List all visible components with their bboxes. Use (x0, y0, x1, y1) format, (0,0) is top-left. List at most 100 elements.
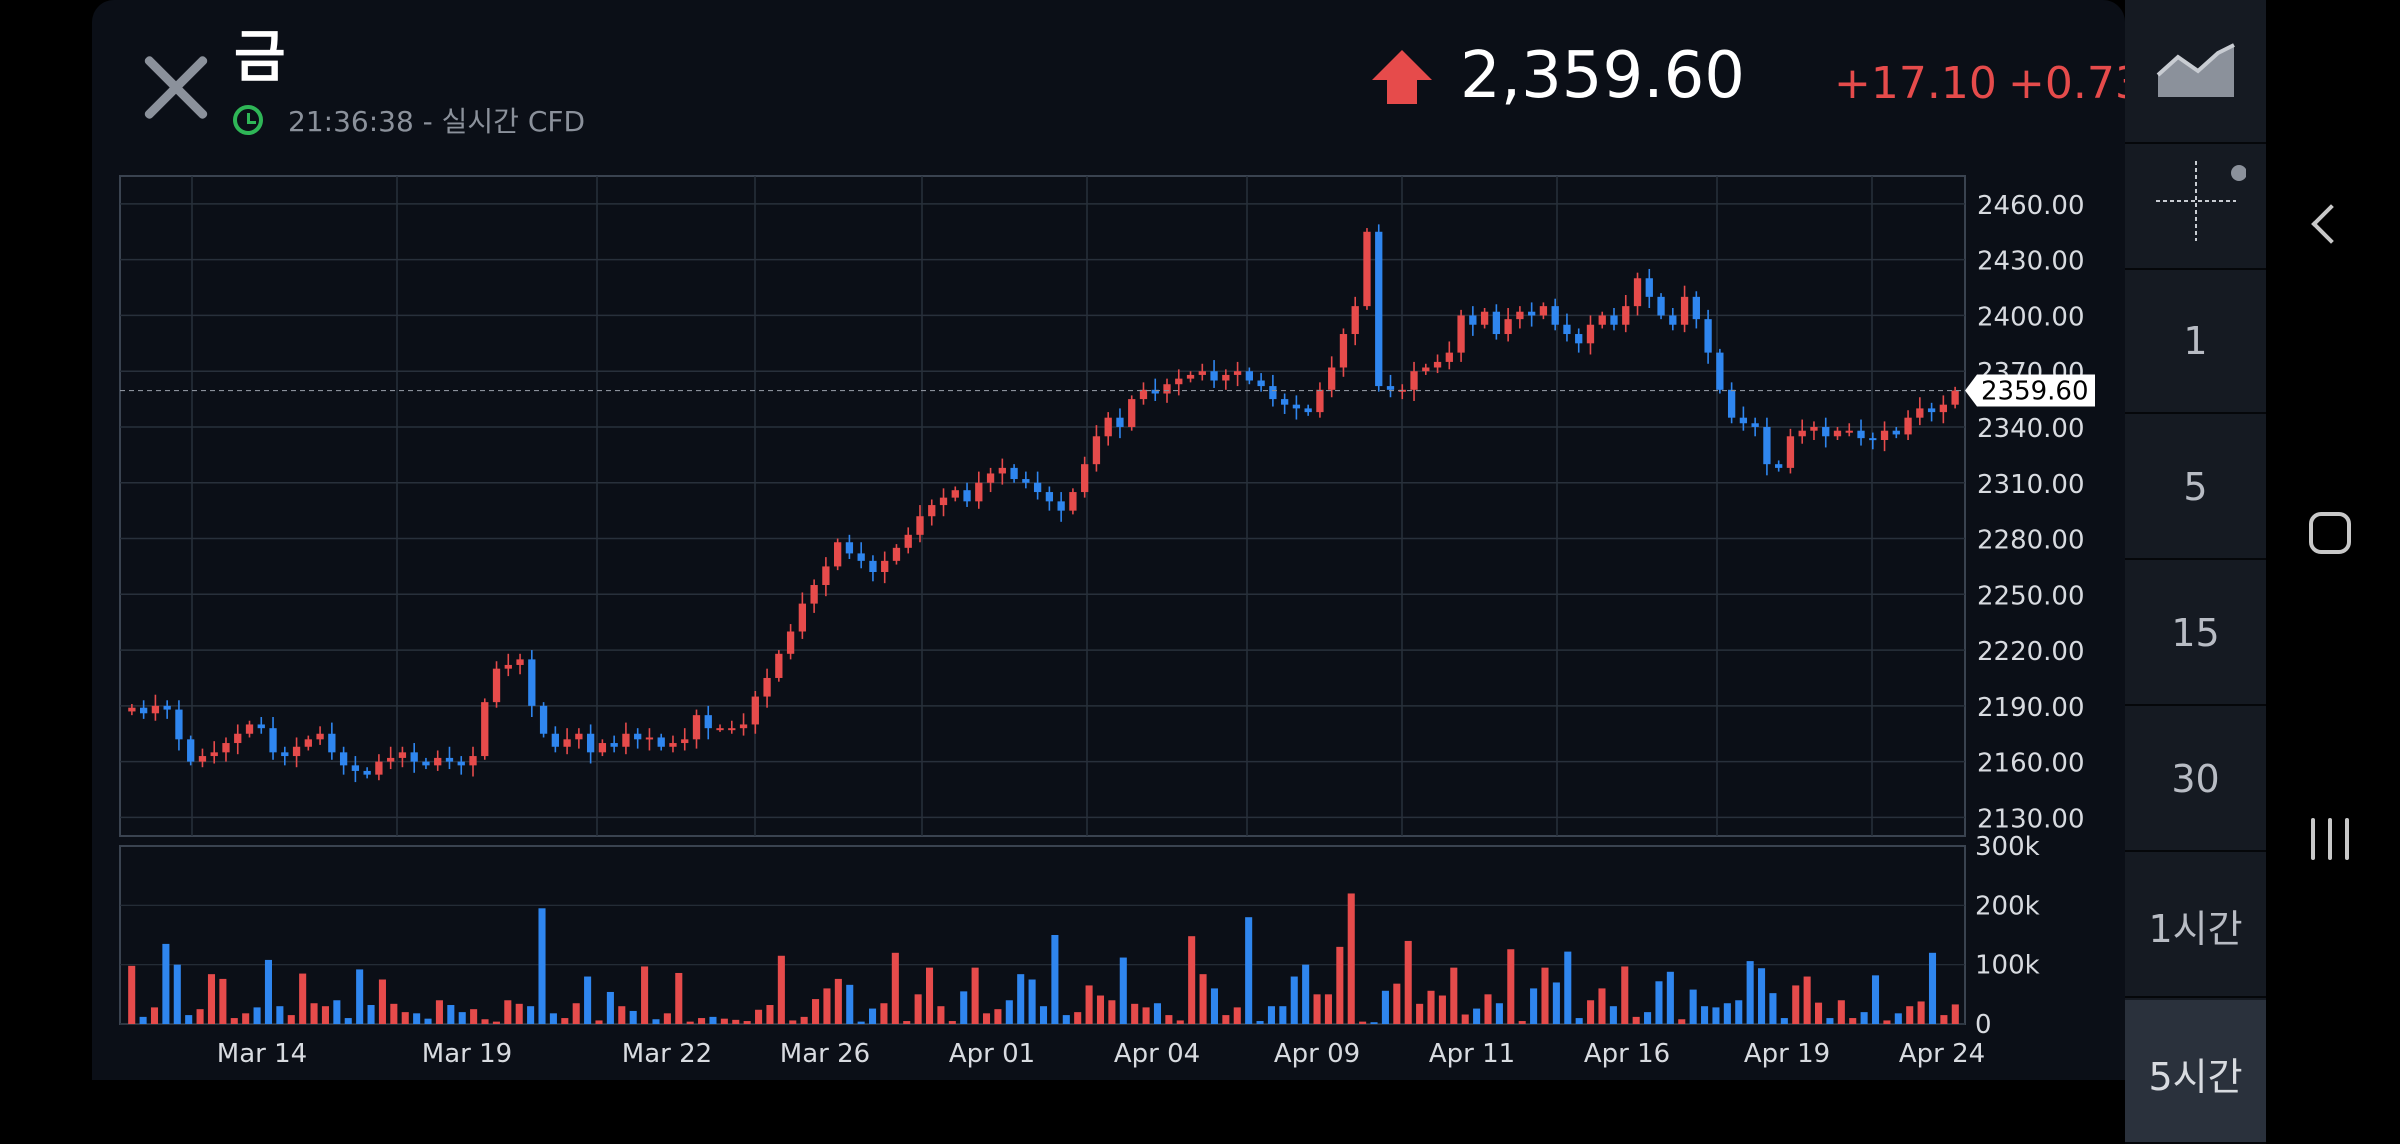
candle (1775, 464, 1783, 468)
volume-bar (1495, 1003, 1503, 1024)
candle (1492, 311, 1501, 335)
volume-bar (914, 994, 922, 1024)
y-tick-label: 2220.00 (1977, 637, 2085, 667)
volume-bar (1188, 936, 1196, 1024)
candle (1869, 438, 1877, 441)
volume-bar (1290, 976, 1298, 1024)
candle (563, 739, 571, 747)
volume-bar (686, 1021, 694, 1024)
candle (539, 705, 548, 734)
current-price-marker (1965, 374, 2095, 407)
volume-bar (766, 1005, 774, 1024)
candle (234, 733, 242, 744)
volume-bar (903, 1021, 911, 1024)
candle (1151, 389, 1159, 394)
candle (1351, 306, 1359, 335)
volume-bar (242, 1013, 250, 1024)
interval-5[interactable]: 5 (2125, 416, 2266, 560)
volume-bar (1108, 1000, 1116, 1024)
price-plot-frame (119, 175, 1966, 837)
volume-bar (1701, 1006, 1709, 1024)
candle (1422, 367, 1430, 372)
volume-bar (1666, 971, 1674, 1024)
volume-bar (812, 999, 820, 1024)
volume-bar (834, 978, 842, 1024)
interval-30[interactable]: 30 (2125, 708, 2266, 852)
volume-bar (971, 967, 979, 1024)
candle (1163, 384, 1171, 394)
volume-bar (1564, 951, 1572, 1024)
volume-bar (1518, 1021, 1526, 1024)
interval-15[interactable]: 15 (2125, 562, 2266, 706)
volume-bar (1245, 917, 1253, 1024)
chart-toolbar: 1 5 15 30 1시간 5시간 (2125, 0, 2266, 1144)
crosshair-icon (2155, 161, 2246, 241)
volume-bar (857, 1021, 865, 1024)
candle (504, 664, 512, 669)
volume-bar (1507, 949, 1515, 1024)
volume-bar (1017, 974, 1025, 1024)
candle (445, 757, 454, 762)
volume-bar (869, 1008, 877, 1024)
interval-5h[interactable]: 5시간 (2125, 1000, 2266, 1144)
candle (1528, 311, 1536, 316)
x-tick-label: Apr 24 (1899, 1039, 1985, 1069)
interval-1h[interactable]: 1시간 (2125, 854, 2266, 998)
interval-1[interactable]: 1 (2125, 270, 2266, 414)
volume-bar (1940, 1015, 1948, 1024)
candle (1186, 374, 1195, 379)
volume-bar (1096, 995, 1105, 1024)
candle (1304, 408, 1312, 413)
candle (1951, 390, 1959, 405)
candle (1904, 417, 1912, 435)
volume-bar (1359, 1021, 1367, 1024)
candle (763, 677, 771, 697)
volume-bar (925, 967, 934, 1024)
volume-tick-label: 100k (1975, 951, 2040, 981)
volume-bar (755, 1009, 763, 1024)
candle (351, 765, 360, 771)
volume-bar (185, 1015, 193, 1024)
volume-bar (846, 984, 854, 1024)
candle (1916, 408, 1924, 418)
candle (469, 756, 477, 766)
x-tick-label: Apr 04 (1114, 1039, 1200, 1069)
volume-bar (1587, 1000, 1595, 1024)
volume-bar (880, 1003, 888, 1024)
home-icon[interactable] (2309, 512, 2351, 554)
candle (1551, 306, 1559, 325)
candle (1010, 467, 1018, 480)
area-chart-icon (2156, 43, 2235, 97)
volume-bar (1074, 1012, 1082, 1024)
volume-bar (720, 1018, 728, 1024)
back-icon[interactable] (2311, 204, 2351, 244)
volume-bar (1735, 1000, 1743, 1024)
volume-bar (424, 1018, 432, 1024)
volume-bar (1655, 981, 1663, 1024)
volume-bar (1302, 964, 1310, 1024)
volume-bar (527, 1006, 535, 1024)
volume-bar (1746, 961, 1754, 1024)
candle (1739, 417, 1748, 424)
candle (1657, 296, 1665, 316)
candle (963, 490, 971, 502)
volume-bar (253, 1007, 261, 1024)
candlestick-chart[interactable]: 2460.002430.002400.002370.002340.002310.… (92, 0, 2125, 1080)
candle (1092, 436, 1101, 465)
candle (1081, 464, 1089, 493)
chart-type-button[interactable] (2125, 0, 2266, 144)
volume-bar (1621, 966, 1629, 1024)
volume-bar (1085, 985, 1093, 1024)
candle (692, 715, 701, 740)
candle (1516, 311, 1524, 320)
volume-bar (1313, 994, 1321, 1024)
candle (657, 737, 665, 747)
recent-apps-icon[interactable] (2307, 818, 2353, 860)
volume-tick-label: 300k (1975, 832, 2040, 862)
volume-bar (367, 1005, 375, 1024)
crosshair-button[interactable] (2125, 134, 2266, 270)
volume-bar (595, 1020, 603, 1024)
candle (1139, 389, 1148, 400)
volume-bar (1644, 1012, 1652, 1024)
candle (163, 705, 171, 710)
